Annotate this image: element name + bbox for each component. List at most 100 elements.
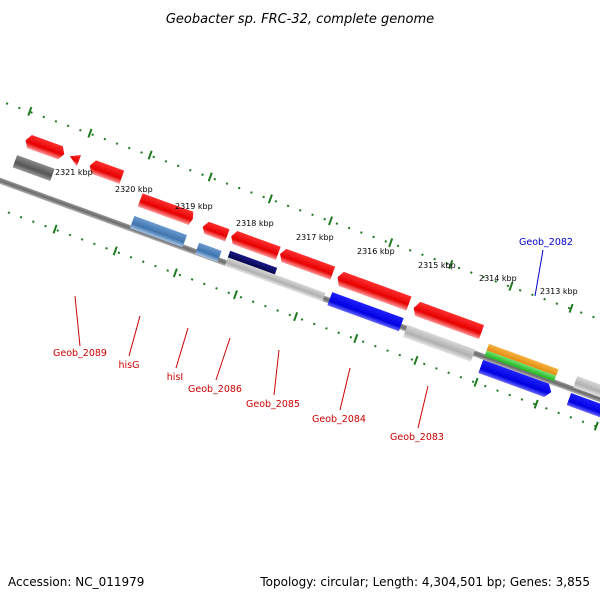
ruler-dot — [569, 416, 573, 419]
gene-feature-geob-2082-rrna[interactable] — [486, 343, 559, 376]
map-title: Geobacter sp. FRC-32, complete genome — [166, 12, 434, 27]
leader-line — [128, 315, 141, 357]
leader-line — [215, 337, 231, 381]
gene-feature-geob-2089[interactable] — [87, 159, 125, 184]
ruler-dot — [421, 253, 424, 257]
cog-feature-navy[interactable] — [227, 250, 278, 275]
ruler-dot — [494, 280, 498, 283]
gene-feature-geob-2084[interactable] — [335, 271, 412, 311]
ruler-dot — [227, 291, 231, 295]
ruler-dot — [117, 251, 121, 255]
cog-feature-steel-1[interactable] — [129, 215, 187, 248]
gene-label-geob-2085[interactable]: Geob_2085 — [246, 399, 300, 410]
ruler-major-tick — [593, 421, 599, 431]
gene-label-geob-2084[interactable]: Geob_2084 — [312, 414, 366, 425]
gene-label-geob-2089[interactable]: Geob_2089 — [53, 348, 107, 359]
ruler-dot — [398, 353, 402, 357]
cog-feature-gray-1[interactable] — [224, 257, 326, 302]
cog-feature-blue-1[interactable] — [327, 292, 404, 332]
ruler-dot — [581, 420, 585, 424]
gene-feature-geob-2089-left[interactable] — [23, 134, 66, 161]
leader-line — [339, 367, 351, 411]
ruler-dot — [496, 389, 499, 392]
gene-feature-small[interactable] — [67, 152, 81, 167]
ruler-dot — [298, 209, 302, 212]
gene-feature-right-gray[interactable] — [573, 376, 600, 401]
ruler-dot — [337, 331, 340, 335]
ruler-dot — [374, 344, 377, 348]
cog-feature-blue-2[interactable] — [478, 359, 553, 399]
leader-line — [175, 327, 189, 369]
ruler-dot — [361, 340, 365, 343]
ruler-dot — [129, 255, 133, 259]
ruler-dot — [262, 195, 265, 199]
ruler-major-tick — [27, 106, 33, 116]
cog-feature-dark[interactable] — [12, 155, 55, 181]
gene-feature-hisi[interactable] — [201, 220, 230, 242]
leader-line — [534, 249, 544, 297]
ruler-dot — [543, 297, 546, 301]
leader-line — [273, 349, 280, 396]
ruler-dot — [347, 226, 351, 230]
gene-label-geob-2082[interactable]: Geob_2082 — [519, 237, 573, 248]
ruler-major-tick — [448, 259, 454, 270]
ruler-dot — [323, 217, 326, 221]
ruler-dot — [213, 177, 217, 181]
ruler-dot — [18, 106, 21, 110]
gene-feature-geob-2083[interactable] — [411, 300, 485, 340]
ruler-dot — [410, 358, 414, 361]
ruler-dot — [44, 224, 47, 228]
cog-track — [12, 155, 600, 419]
ruler-dot — [433, 257, 436, 261]
ruler-dot — [311, 213, 314, 217]
gene-feature-geob-2082-trna[interactable] — [484, 350, 557, 382]
gene-feature-hisg[interactable] — [137, 193, 195, 225]
ruler-major-tick — [568, 303, 574, 313]
ruler-major-tick — [233, 290, 238, 300]
cog-feature-steel-2[interactable] — [195, 242, 222, 263]
cds-track — [23, 134, 485, 340]
ruler-dot — [19, 215, 23, 219]
ruler-dot — [386, 349, 389, 352]
gene-label-geob-2083[interactable]: Geob_2083 — [390, 432, 444, 443]
ruler-major-tick — [112, 246, 118, 256]
cog-feature-gray-2[interactable] — [403, 324, 476, 362]
ruler-dot — [349, 335, 353, 339]
gene-label-hisi[interactable]: hisI — [167, 372, 183, 383]
ruler-major-tick — [172, 268, 178, 278]
ruler-dot — [312, 322, 316, 326]
ruler-dot — [506, 284, 510, 288]
ruler-dot — [396, 244, 400, 248]
ruler-major-tick — [147, 150, 153, 160]
ruler-major-tick — [508, 281, 514, 292]
gene-label-hisg[interactable]: hisG — [119, 360, 140, 371]
ruler-dot — [127, 146, 131, 150]
gene-feature-geob-2086[interactable] — [229, 230, 281, 260]
ruler-dot — [56, 229, 60, 232]
ruler-dot — [164, 160, 168, 163]
ruler-dot — [518, 289, 522, 292]
ruler-dot — [325, 327, 328, 330]
ruler-dot — [190, 278, 194, 281]
kbp-label: 2317 kbp — [296, 233, 334, 242]
ruler-dot — [105, 247, 108, 250]
genome-track — [0, 102, 600, 431]
ruler-dot — [435, 367, 438, 370]
ruler-dot — [68, 233, 72, 237]
cog-feature-blue-3[interactable] — [566, 392, 600, 419]
ruler-dot — [79, 128, 82, 132]
ruler-major-tick — [328, 216, 333, 226]
ruler-dot — [154, 264, 157, 268]
kbp-label: 2315 kbp — [418, 261, 456, 270]
ruler-dot — [286, 204, 290, 208]
ruler-dot — [141, 260, 145, 263]
ruler-dot — [459, 375, 463, 379]
gene-label-geob-2086[interactable]: Geob_2086 — [188, 384, 242, 395]
gene-feature-geob-2085[interactable] — [278, 247, 336, 280]
ruler-dot — [470, 271, 473, 274]
ruler-dot — [557, 411, 560, 415]
ruler-dot — [30, 111, 33, 114]
ruler-dot — [166, 269, 169, 272]
ruler-major-tick — [473, 377, 479, 387]
